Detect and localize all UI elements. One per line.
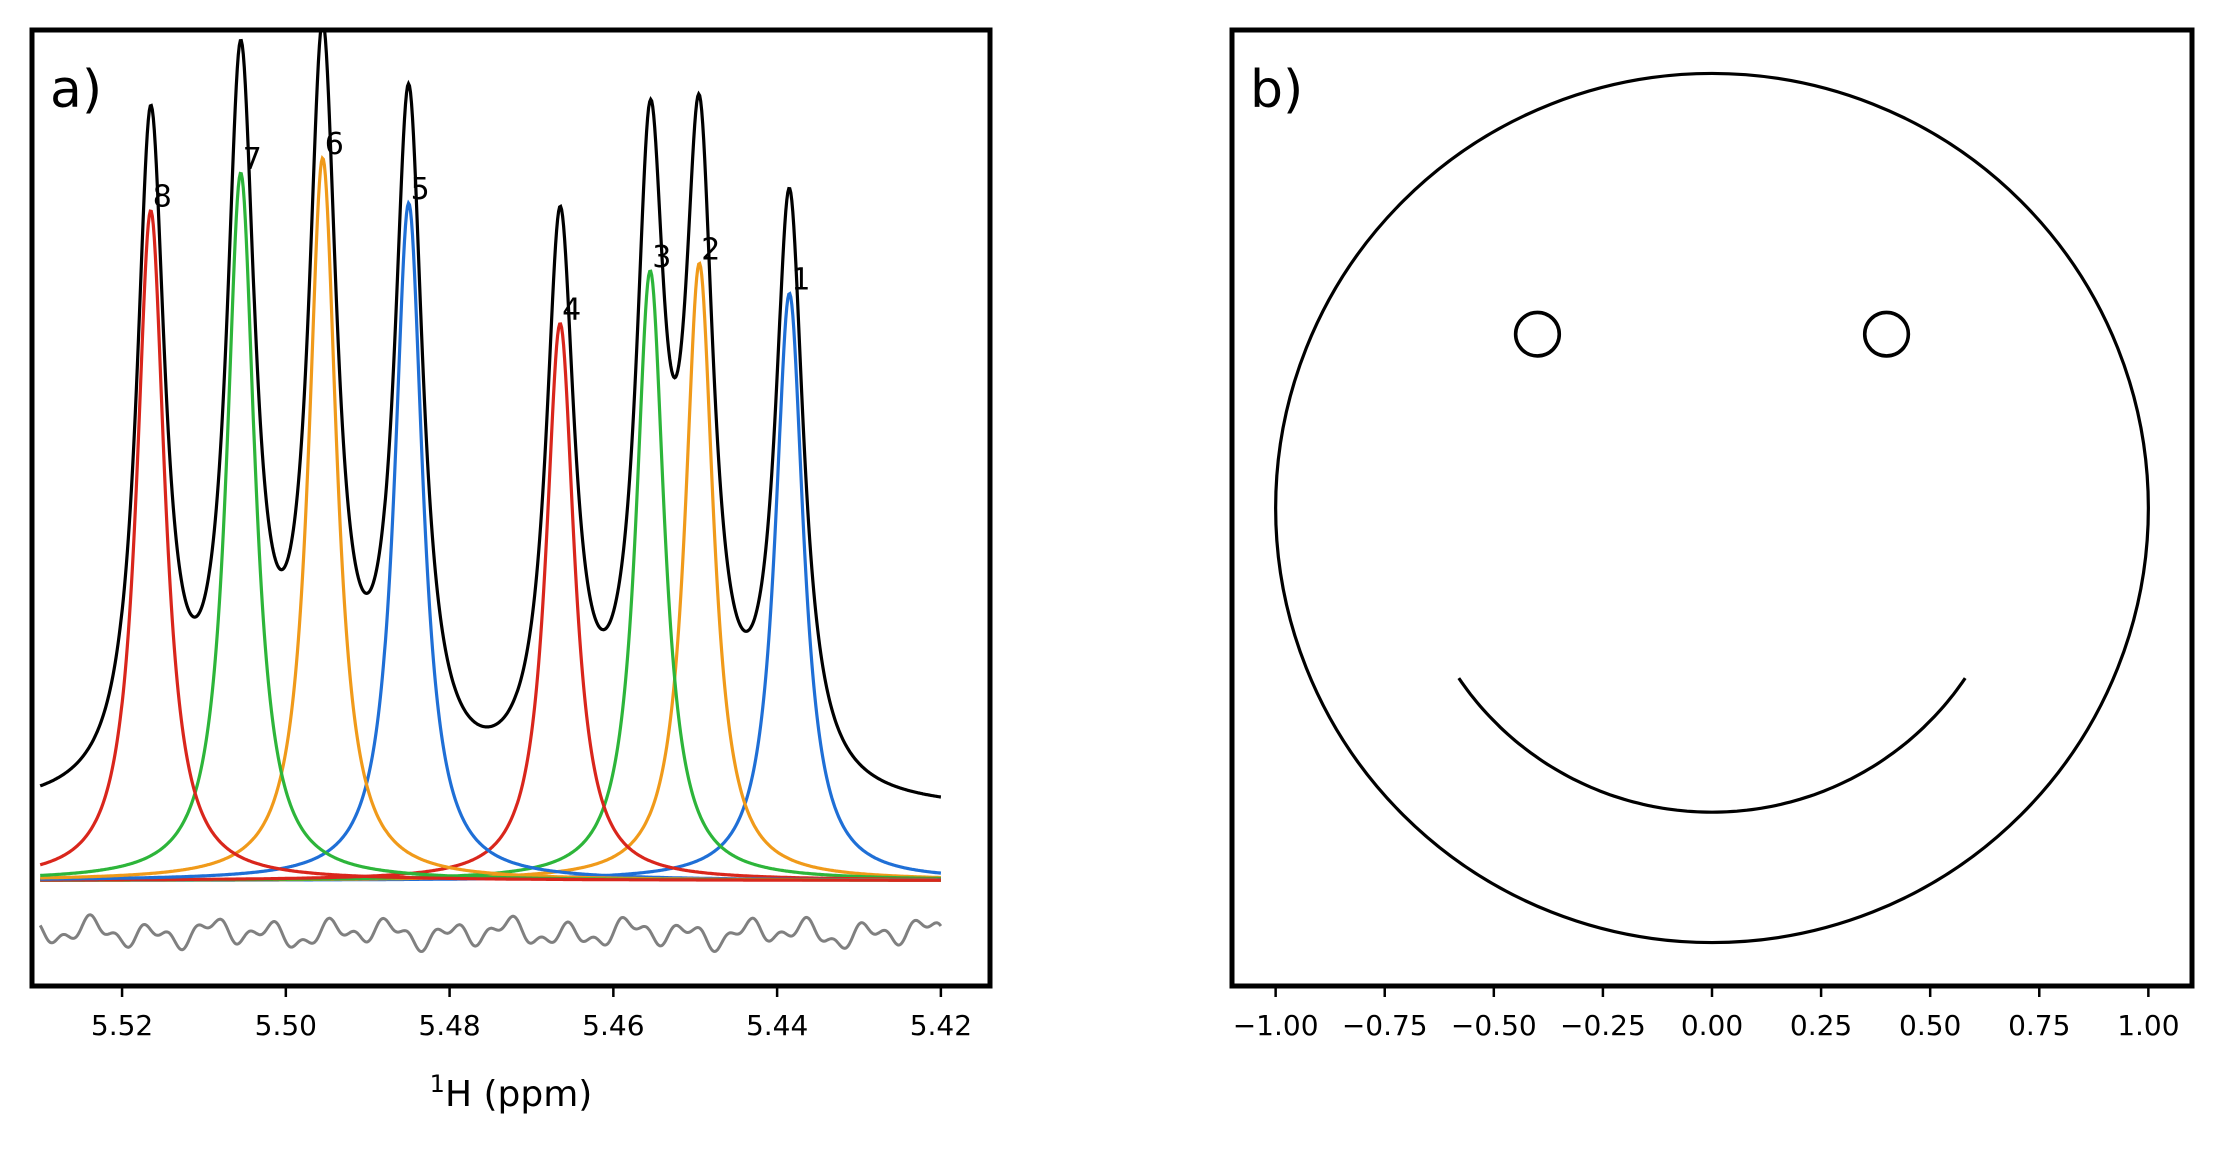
x-axis-label: 1H (ppm) <box>430 1070 593 1115</box>
panel-a-frame <box>29 27 993 989</box>
panel-b-smiley: −1.00 −0.75 −0.50 −0.25 0.00 0.25 0.50 0.75 1.00… <box>1229 27 2195 1042</box>
peak-3-label: 3 <box>652 240 671 275</box>
peak-8-label: 8 <box>153 180 172 215</box>
x-tick-label: 0.25 <box>1790 1009 1852 1042</box>
panel-a-label: a) <box>50 60 102 120</box>
x-tick-label: 5.48 <box>418 1009 480 1042</box>
x-tick-label: −0.25 <box>1560 1009 1646 1042</box>
x-tick-label: 0.75 <box>2008 1009 2070 1042</box>
face-outline-circle <box>1274 71 2150 945</box>
peak-7-label: 7 <box>243 142 262 177</box>
x-tick-label: −1.00 <box>1233 1009 1319 1042</box>
x-tick-label: 1.00 <box>2117 1009 2179 1042</box>
x-axis-label-text: H (ppm) <box>445 1074 592 1115</box>
right-eye-circle <box>1862 310 1911 358</box>
panel-b-label: b) <box>1250 60 1303 120</box>
peak-6-label: 6 <box>325 127 344 162</box>
peak-1-label: 1 <box>791 263 810 298</box>
peak-2-label: 2 <box>701 232 720 267</box>
mouth-arc <box>1457 677 1967 814</box>
x-tick-label: 0.50 <box>1899 1009 1961 1042</box>
sum-spectrum-curve <box>39 30 942 799</box>
x-tick-label: −0.75 <box>1342 1009 1428 1042</box>
x-tick-label: 0.00 <box>1681 1009 1743 1042</box>
peak-4-label: 4 <box>562 293 581 328</box>
peak-5-label: 5 <box>411 172 430 207</box>
x-tick-label: 5.44 <box>746 1009 808 1042</box>
peak-4-curve <box>40 322 941 882</box>
x-tick-label: 5.52 <box>91 1009 153 1042</box>
residual-curve <box>38 913 943 954</box>
x-tick-label: 5.46 <box>582 1009 644 1042</box>
peak-8-curve <box>39 209 941 882</box>
x-axis-label-superscript: 1 <box>430 1070 445 1098</box>
x-tick-label: −0.50 <box>1451 1009 1537 1042</box>
x-tick-label: 5.42 <box>910 1009 972 1042</box>
left-eye-circle <box>1513 310 1562 358</box>
x-tick-label: 5.50 <box>255 1009 317 1042</box>
